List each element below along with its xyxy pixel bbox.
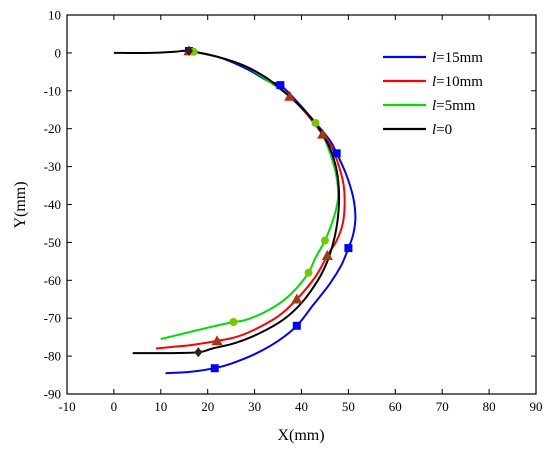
x-axis: -10 0 10 20 30 40 50 60 70 80 90 (58, 15, 543, 414)
x-tick-label: 80 (483, 399, 496, 414)
legend: l=15mm l=10mm l=5mm l=0 (383, 50, 483, 138)
x-tick-label: 20 (201, 399, 214, 414)
series-line-3 (113, 49, 341, 355)
y-axis-label: Y(mm) (12, 181, 29, 228)
x-tick-label: 50 (342, 399, 355, 414)
series-1-marker (211, 335, 223, 346)
series-3-marker (194, 347, 203, 358)
plot-lines (113, 49, 357, 375)
y-tick-label: -80 (44, 349, 61, 364)
legend-label-1: l=10mm (432, 74, 483, 90)
x-tick-label: 70 (436, 399, 449, 414)
series-line-2 (160, 50, 340, 340)
y-tick-label: -40 (44, 197, 61, 212)
legend-label-3: l=0 (432, 122, 452, 138)
y-tick-label: -90 (44, 387, 61, 402)
x-tick-label: 30 (248, 399, 261, 414)
series-2-marker (304, 268, 313, 277)
series-line-1 (156, 50, 346, 350)
plot-markers (183, 45, 353, 373)
y-tick-label: -50 (44, 235, 61, 250)
x-tick-label: 0 (111, 399, 118, 414)
x-tick-label: 10 (154, 399, 167, 414)
series-2-marker (311, 119, 320, 128)
series-0-marker (344, 244, 353, 253)
legend-label-2: l=5mm (432, 98, 476, 114)
series-2-marker (229, 317, 238, 326)
series-2-marker (320, 236, 329, 245)
y-axis: 10 0 -10 -20 -30 -40 -50 -60 -70 -80 -90 (44, 8, 536, 402)
series-1-marker (291, 293, 303, 304)
series-0-marker (276, 81, 285, 90)
x-tick-label: 40 (295, 399, 308, 414)
y-tick-label: 0 (55, 45, 62, 60)
series-1-marker (321, 250, 333, 260)
series-0-marker (332, 149, 341, 158)
y-tick-label: -30 (44, 159, 61, 174)
series-1-marker (317, 128, 329, 139)
y-tick-label: -20 (44, 121, 61, 136)
series-1-marker (284, 90, 296, 101)
series-3-marker (184, 46, 193, 57)
plot-frame (66, 14, 537, 395)
y-tick-label: -70 (44, 311, 61, 326)
x-axis-label: X(mm) (277, 427, 324, 444)
series-0-marker (210, 364, 219, 373)
y-tick-label: 10 (48, 8, 61, 23)
y-tick-label: -60 (44, 273, 61, 288)
series-line-0 (165, 50, 357, 375)
series-0-marker (292, 321, 301, 330)
x-tick-label: 60 (389, 399, 402, 414)
x-tick-label: -10 (58, 399, 75, 414)
y-tick-label: -10 (44, 83, 61, 98)
x-tick-label: 90 (530, 399, 543, 414)
legend-label-0: l=15mm (432, 50, 483, 66)
